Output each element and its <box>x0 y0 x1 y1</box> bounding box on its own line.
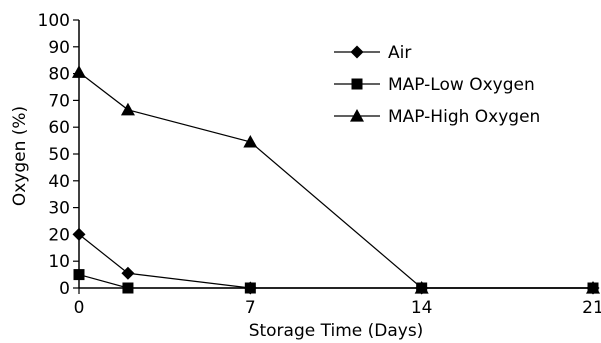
y-tick-label: 100 <box>38 11 70 31</box>
legend: Air MAP-Low Oxygen MAP-High Oxygen <box>334 43 540 127</box>
legend-label: Air <box>388 43 411 63</box>
series-lines <box>78 71 593 289</box>
series-markers <box>72 65 600 295</box>
data-point-series-2 <box>586 281 600 294</box>
y-tick-label: 0 <box>59 279 70 299</box>
data-point-series-2 <box>120 102 135 116</box>
y-axis-title: Oxygen (%) <box>10 106 30 206</box>
series-line-2 <box>78 71 593 289</box>
y-tick-label: 50 <box>48 145 70 165</box>
data-point-series-0 <box>121 266 135 280</box>
data-point-series-1 <box>244 282 256 294</box>
series-line-0 <box>78 233 593 289</box>
legend-marker <box>350 109 364 122</box>
legend-label: MAP-Low Oxygen <box>388 75 535 95</box>
x-axis-title: Storage Time (Days) <box>249 321 424 341</box>
data-point-series-0 <box>72 227 86 241</box>
y-tick-label: 40 <box>48 172 70 192</box>
x-tick-label: 7 <box>245 298 256 318</box>
y-tick-label: 60 <box>48 118 70 138</box>
y-tick-label: 30 <box>48 199 70 219</box>
y-tick-label: 80 <box>48 65 70 85</box>
data-point-series-2 <box>72 65 86 78</box>
y-tick-label: 10 <box>48 252 70 272</box>
plot-area: 0 10 20 30 40 50 60 70 80 90 100 0 7 14 21 <box>38 11 601 318</box>
data-point-series-1 <box>73 269 85 281</box>
x-tick-label: 14 <box>411 298 433 318</box>
y-axis-ticks: 0 10 20 30 40 50 60 70 80 90 100 <box>38 11 79 299</box>
y-tick-label: 70 <box>48 91 70 111</box>
y-tick-label: 90 <box>48 38 70 58</box>
legend-marker <box>350 45 364 59</box>
legend-label: MAP-High Oxygen <box>388 107 540 127</box>
data-point-series-2 <box>243 134 258 148</box>
x-tick-label: 0 <box>74 298 85 318</box>
legend-marker <box>351 78 363 90</box>
y-tick-label: 20 <box>48 225 70 245</box>
x-tick-label: 21 <box>582 298 601 318</box>
x-axis-ticks: 0 7 14 21 <box>74 288 601 318</box>
data-point-series-2 <box>414 281 429 294</box>
data-point-series-1 <box>122 282 134 294</box>
